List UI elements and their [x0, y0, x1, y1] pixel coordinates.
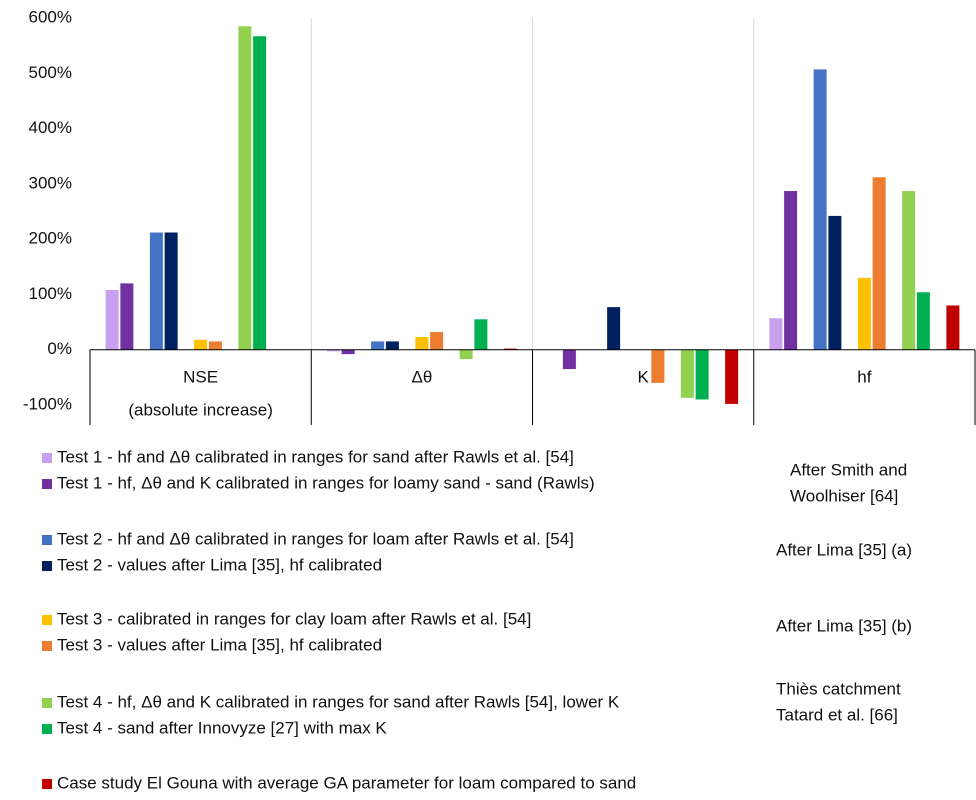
- legend-swatch: [42, 724, 52, 734]
- y-tick-label: 300%: [29, 173, 72, 192]
- bar: [680, 349, 694, 398]
- bar: [474, 319, 488, 350]
- legend-label: Test 4 - hf, Δθ and K calibrated in rang…: [57, 692, 620, 711]
- annotation: Thiès catchment: [776, 679, 901, 698]
- legend-label: Test 3 - values after Lima [35], hf cali…: [57, 635, 382, 654]
- x-tick-label: K: [637, 367, 649, 386]
- bar: [916, 292, 930, 350]
- y-tick-label: -100%: [23, 394, 72, 413]
- legend-label: Test 1 - hf and Δθ calibrated in ranges …: [57, 447, 574, 466]
- bar: [725, 349, 739, 404]
- legend-label: Case study El Gouna with average GA para…: [57, 773, 636, 792]
- annotation: After Lima [35] (a): [776, 540, 912, 559]
- x-tick-label: hf: [857, 367, 871, 386]
- bar: [341, 349, 355, 355]
- bar: [857, 277, 871, 350]
- bar: [459, 349, 473, 360]
- legend-swatch: [42, 479, 52, 489]
- bar: [946, 305, 960, 350]
- legend-label: Test 3 - calibrated in ranges for clay l…: [57, 609, 531, 628]
- x-tick-label: Δθ: [411, 367, 432, 386]
- bar: [695, 349, 709, 400]
- y-tick-label: 600%: [29, 7, 72, 26]
- bar: [105, 290, 119, 350]
- bar: [326, 349, 340, 352]
- bar: [651, 349, 665, 383]
- bar: [149, 232, 163, 350]
- legend-swatch: [42, 561, 52, 571]
- bar: [208, 341, 222, 350]
- bar: [194, 339, 208, 350]
- bar: [828, 215, 842, 350]
- bar: [238, 26, 252, 350]
- bar: [253, 36, 267, 350]
- bar: [872, 177, 886, 350]
- bar: [385, 341, 399, 350]
- legend-swatch: [42, 641, 52, 651]
- bar: [164, 232, 178, 350]
- bar: [784, 191, 798, 350]
- legend-swatch: [42, 453, 52, 463]
- bar: [430, 332, 444, 350]
- legend-label: Test 2 - values after Lima [35], hf cali…: [57, 555, 382, 574]
- legend-swatch: [42, 615, 52, 625]
- annotation: After Lima [35] (b): [776, 616, 912, 635]
- y-tick-label: 100%: [29, 284, 72, 303]
- bar: [371, 341, 385, 350]
- y-tick-label: 400%: [29, 118, 72, 137]
- x-sublabel: (absolute increase): [128, 400, 273, 419]
- legend-swatch: [42, 698, 52, 708]
- legend-label: Test 2 - hf and Δθ calibrated in ranges …: [57, 529, 574, 548]
- legend-label: Test 4 - sand after Innovyze [27] with m…: [57, 718, 387, 737]
- annotation: After Smith and: [790, 460, 907, 479]
- bar: [120, 283, 134, 350]
- bar: [769, 318, 783, 350]
- bar: [503, 348, 517, 350]
- x-tick-label: NSE: [183, 367, 218, 386]
- annotation: Tatard et al. [66]: [776, 705, 898, 724]
- bar: [415, 336, 429, 350]
- annotation: Woolhiser [64]: [790, 486, 898, 505]
- bar: [813, 69, 827, 350]
- legend-label: Test 1 - hf, Δθ and K calibrated in rang…: [57, 473, 595, 492]
- y-tick-label: 0%: [47, 339, 72, 358]
- legend-swatch: [42, 779, 52, 789]
- bar: [607, 307, 621, 350]
- legend-swatch: [42, 535, 52, 545]
- bar: [562, 349, 576, 370]
- bar: [902, 191, 916, 350]
- y-tick-label: 200%: [29, 229, 72, 248]
- y-tick-label: 500%: [29, 63, 72, 82]
